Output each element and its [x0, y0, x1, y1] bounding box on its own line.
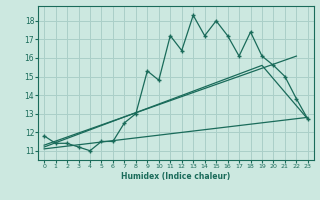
- X-axis label: Humidex (Indice chaleur): Humidex (Indice chaleur): [121, 172, 231, 181]
